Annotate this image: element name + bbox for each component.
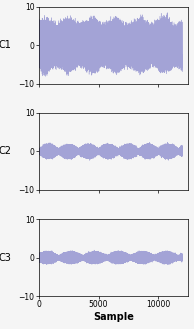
X-axis label: Sample: Sample (93, 312, 134, 322)
Y-axis label: C3: C3 (0, 253, 11, 263)
Y-axis label: C2: C2 (0, 146, 11, 156)
Y-axis label: C1: C1 (0, 40, 11, 50)
